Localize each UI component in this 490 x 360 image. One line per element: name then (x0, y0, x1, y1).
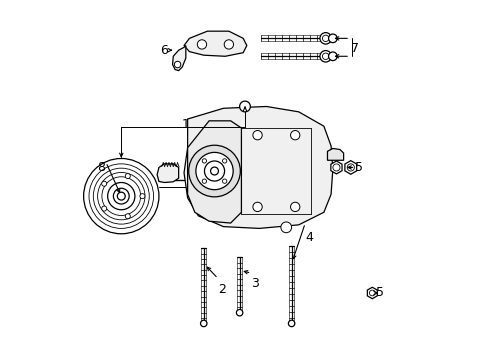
Circle shape (222, 179, 227, 183)
Circle shape (289, 320, 295, 327)
Circle shape (140, 194, 145, 199)
Text: 5: 5 (376, 287, 384, 300)
Polygon shape (184, 107, 333, 228)
Polygon shape (331, 161, 342, 174)
Circle shape (102, 206, 107, 211)
Text: 2: 2 (218, 283, 225, 296)
Circle shape (281, 222, 292, 233)
Circle shape (117, 192, 125, 200)
Circle shape (253, 202, 262, 212)
Circle shape (347, 164, 354, 171)
Circle shape (322, 35, 329, 41)
Polygon shape (184, 31, 247, 56)
Text: 8: 8 (98, 161, 105, 174)
Circle shape (102, 181, 107, 186)
Circle shape (291, 131, 300, 140)
Circle shape (125, 174, 130, 179)
Polygon shape (172, 45, 186, 71)
Circle shape (200, 320, 207, 327)
Circle shape (329, 52, 337, 60)
Text: 1: 1 (182, 118, 190, 131)
Circle shape (329, 34, 337, 42)
Circle shape (202, 159, 206, 163)
Circle shape (253, 131, 262, 140)
Polygon shape (368, 287, 377, 299)
Circle shape (108, 183, 135, 210)
Circle shape (125, 214, 130, 219)
Circle shape (204, 161, 224, 181)
Text: 5: 5 (355, 161, 363, 174)
Circle shape (236, 310, 243, 316)
Circle shape (196, 152, 233, 190)
Circle shape (369, 290, 375, 296)
Text: 3: 3 (251, 278, 259, 291)
Polygon shape (327, 148, 343, 160)
Polygon shape (345, 161, 357, 174)
Circle shape (197, 40, 207, 49)
Polygon shape (157, 164, 179, 183)
Circle shape (320, 33, 331, 44)
Circle shape (84, 158, 159, 234)
Circle shape (333, 164, 340, 171)
Circle shape (211, 167, 219, 175)
Circle shape (222, 159, 227, 163)
Circle shape (291, 202, 300, 212)
Polygon shape (188, 121, 242, 223)
Circle shape (189, 145, 240, 197)
Circle shape (174, 61, 181, 68)
Circle shape (322, 53, 329, 59)
Circle shape (240, 101, 250, 112)
Text: 7: 7 (351, 41, 360, 54)
Circle shape (202, 179, 206, 183)
Circle shape (224, 40, 234, 49)
Text: 6: 6 (160, 44, 168, 57)
Circle shape (113, 188, 129, 204)
Circle shape (320, 50, 331, 62)
Text: 4: 4 (305, 231, 313, 244)
